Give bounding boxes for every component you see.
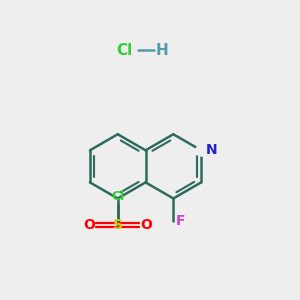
Text: F: F — [176, 214, 185, 228]
Text: S: S — [113, 218, 123, 232]
Text: O: O — [83, 218, 95, 232]
Text: Cl: Cl — [117, 43, 133, 58]
Text: Cl: Cl — [111, 190, 124, 203]
Text: H: H — [156, 43, 169, 58]
Text: O: O — [141, 218, 152, 232]
Text: N: N — [206, 143, 217, 157]
